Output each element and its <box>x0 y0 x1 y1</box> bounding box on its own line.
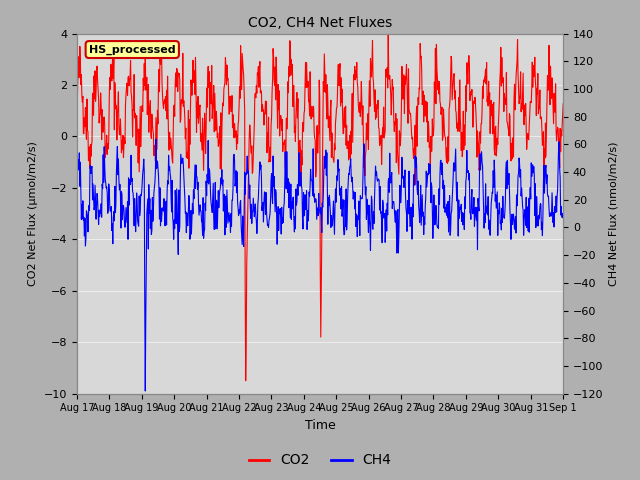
Y-axis label: CO2 Net Flux (μmol/m2/s): CO2 Net Flux (μmol/m2/s) <box>28 141 38 286</box>
Bar <box>77 85 563 188</box>
Title: CO2, CH4 Net Fluxes: CO2, CH4 Net Fluxes <box>248 16 392 30</box>
Legend: CO2, CH4: CO2, CH4 <box>243 448 397 473</box>
Y-axis label: CH4 Net Flux (nmol/m2/s): CH4 Net Flux (nmol/m2/s) <box>609 141 619 286</box>
Text: HS_processed: HS_processed <box>89 44 175 55</box>
X-axis label: Time: Time <box>305 419 335 432</box>
